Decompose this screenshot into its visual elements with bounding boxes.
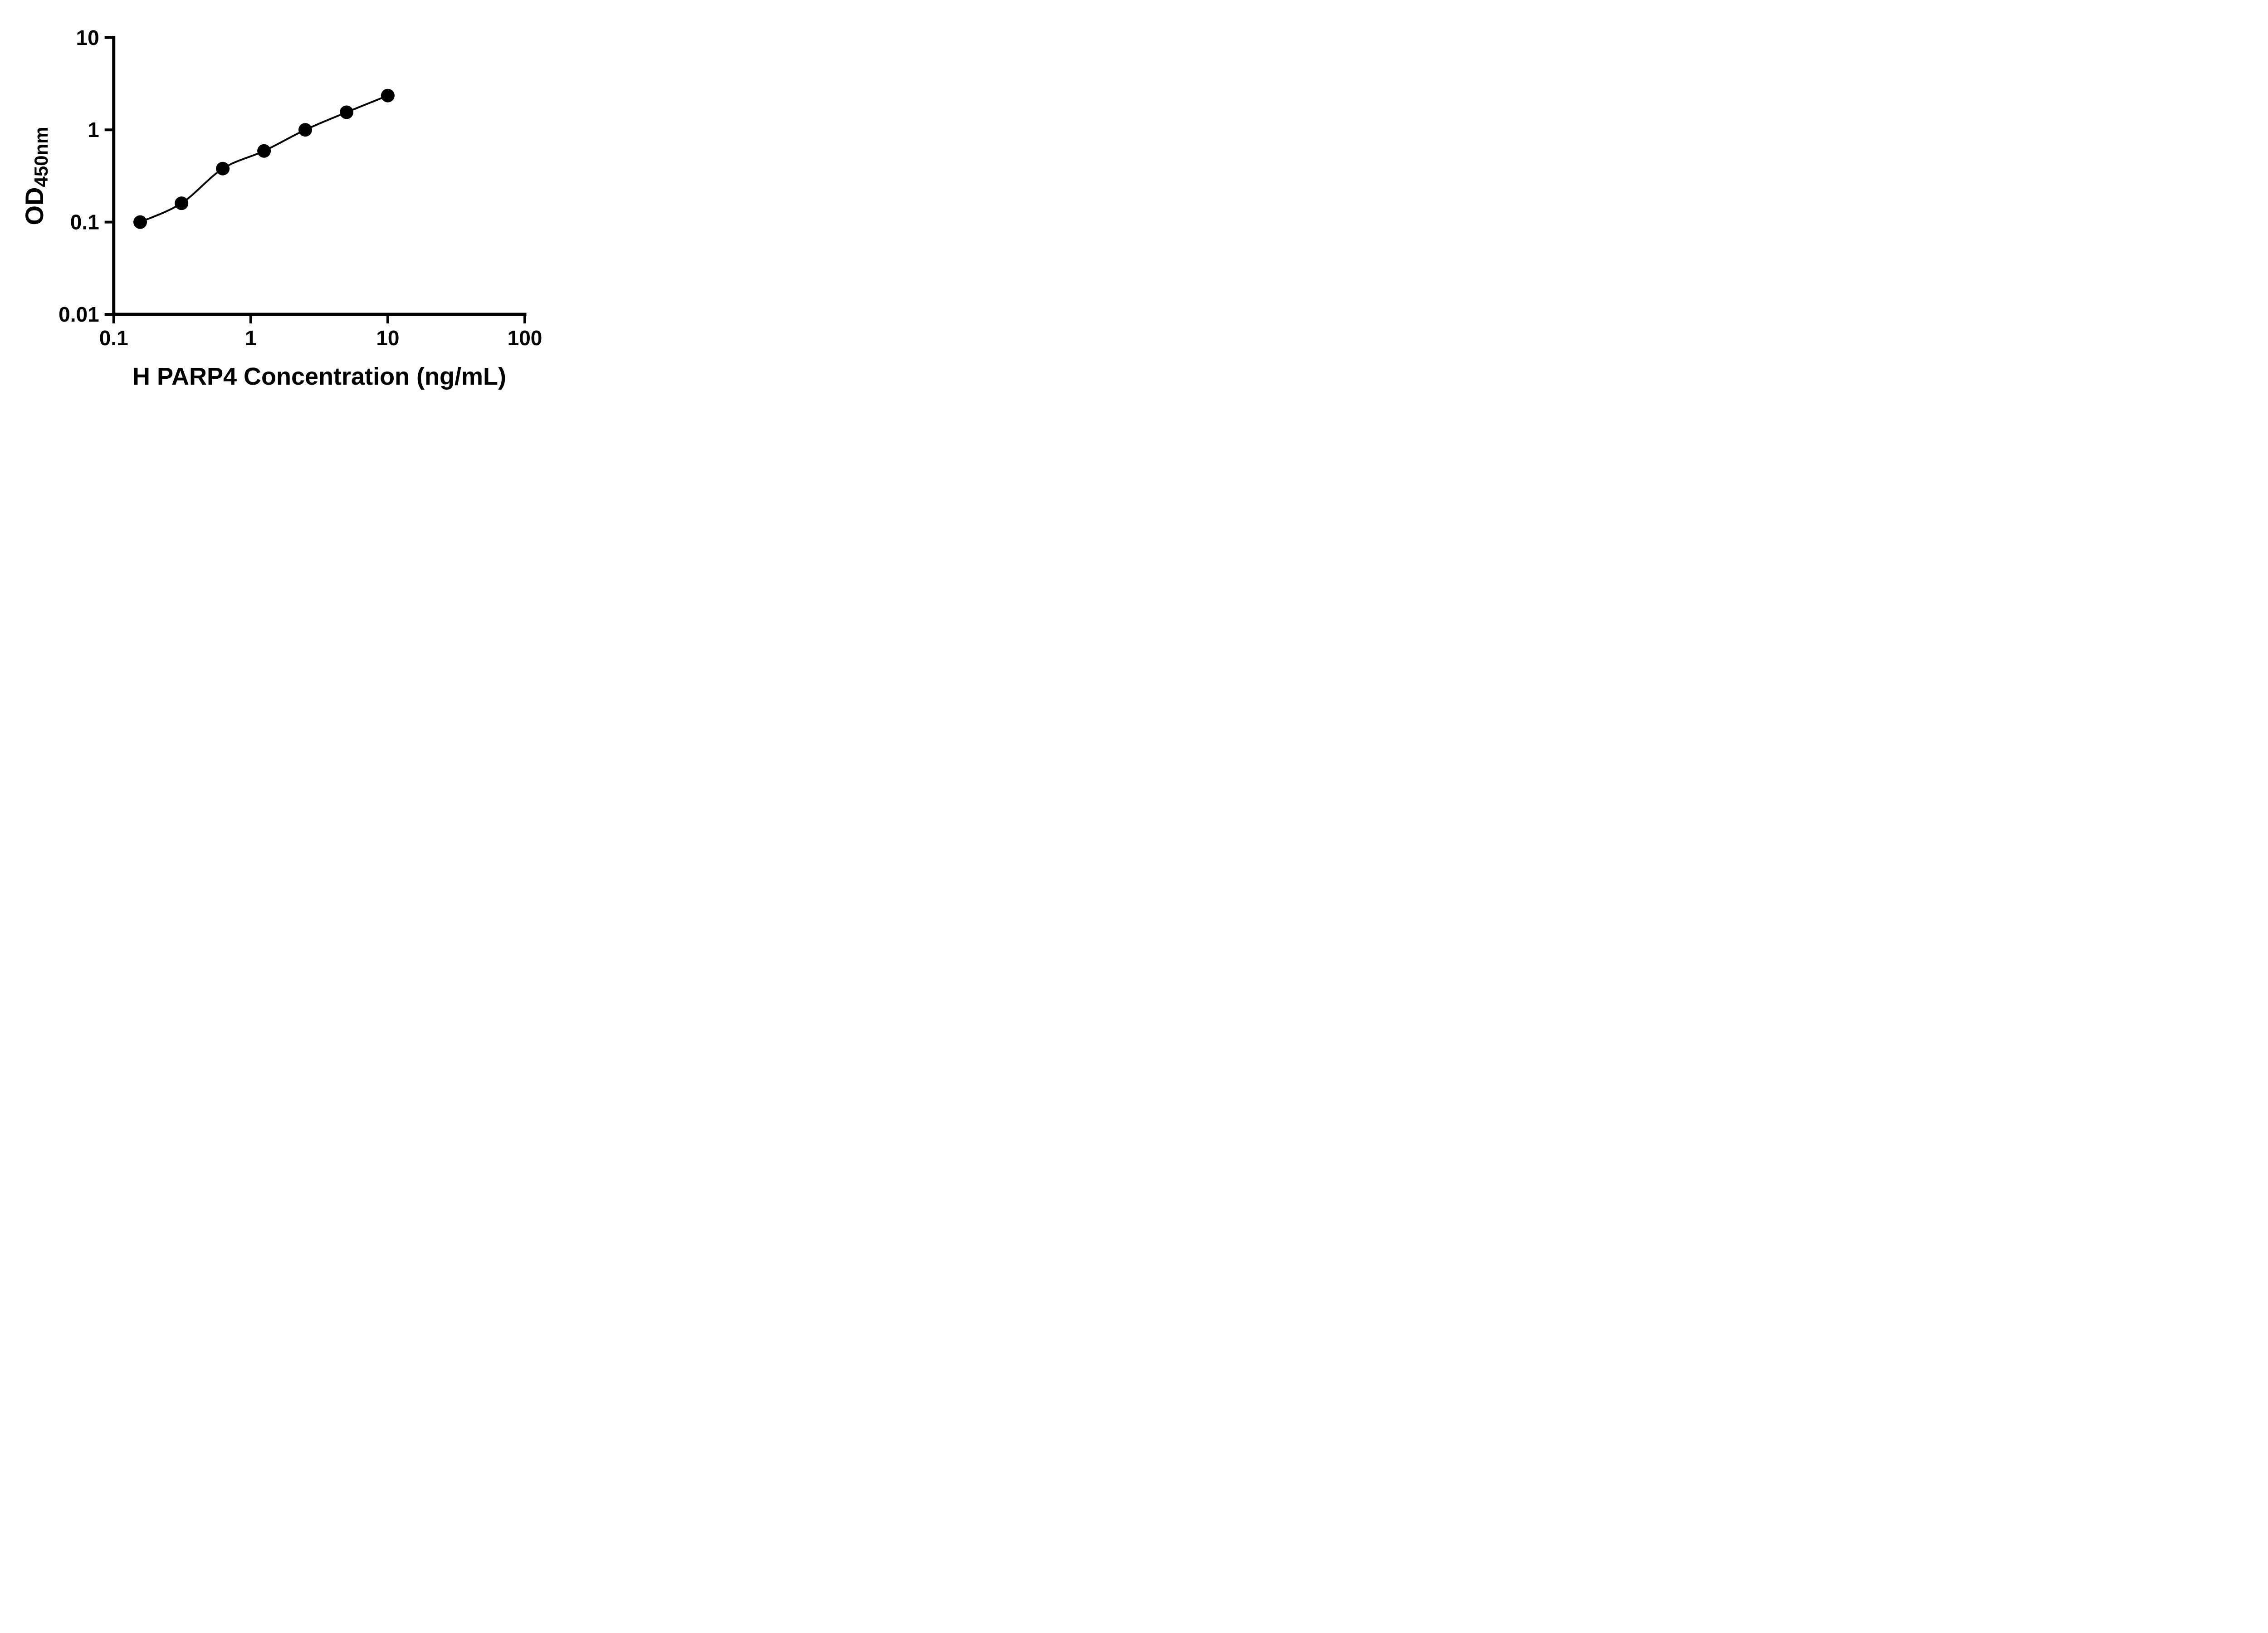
y-tick-label: 10 (76, 26, 99, 49)
x-axis-title: H PARP4 Concentration (ng/mL) (132, 363, 506, 390)
y-axis-title-subscript: 450nm (30, 127, 52, 187)
x-tick-label: 0.1 (99, 326, 128, 350)
data-point (216, 161, 230, 176)
data-point (340, 105, 353, 119)
x-tick-label: 1 (245, 326, 257, 350)
data-point (257, 144, 271, 158)
elisa-standard-curve-figure: 0.1 1 10 100 0.01 0.1 1 10 H PARP4 Concentratio… (0, 0, 583, 408)
y-tick-label: 0.01 (59, 303, 99, 326)
data-point (133, 215, 147, 229)
data-point (175, 196, 189, 210)
y-axis-title-main: OD (20, 187, 49, 225)
data-point (298, 123, 312, 137)
y-tick-label: 0.1 (70, 210, 99, 234)
x-tick-label: 10 (376, 326, 399, 350)
data-point (381, 88, 395, 103)
y-tick-label: 1 (88, 118, 99, 142)
y-axis-title: OD450nm (20, 127, 52, 225)
x-tick-label: 100 (508, 326, 543, 350)
